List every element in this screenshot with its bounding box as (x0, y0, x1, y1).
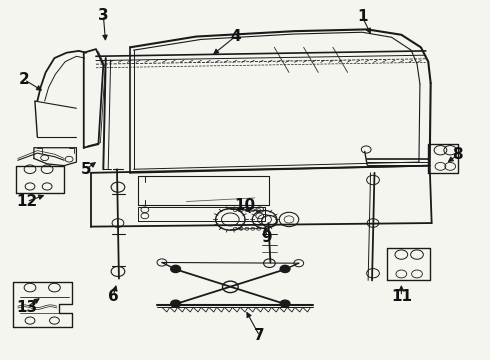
Text: 3: 3 (98, 8, 109, 23)
Text: 9: 9 (262, 230, 272, 245)
Text: 13: 13 (16, 300, 37, 315)
Text: 4: 4 (230, 29, 241, 44)
Circle shape (171, 300, 180, 307)
Circle shape (280, 265, 290, 273)
Text: 10: 10 (234, 198, 256, 213)
Circle shape (171, 265, 180, 273)
Text: 2: 2 (19, 72, 29, 87)
Text: 7: 7 (254, 328, 265, 343)
Text: 5: 5 (81, 162, 92, 177)
Text: 11: 11 (391, 289, 412, 304)
Text: 8: 8 (452, 147, 463, 162)
Text: 12: 12 (16, 194, 37, 209)
Circle shape (280, 300, 290, 307)
Text: 6: 6 (108, 289, 119, 304)
Text: 1: 1 (357, 9, 368, 24)
